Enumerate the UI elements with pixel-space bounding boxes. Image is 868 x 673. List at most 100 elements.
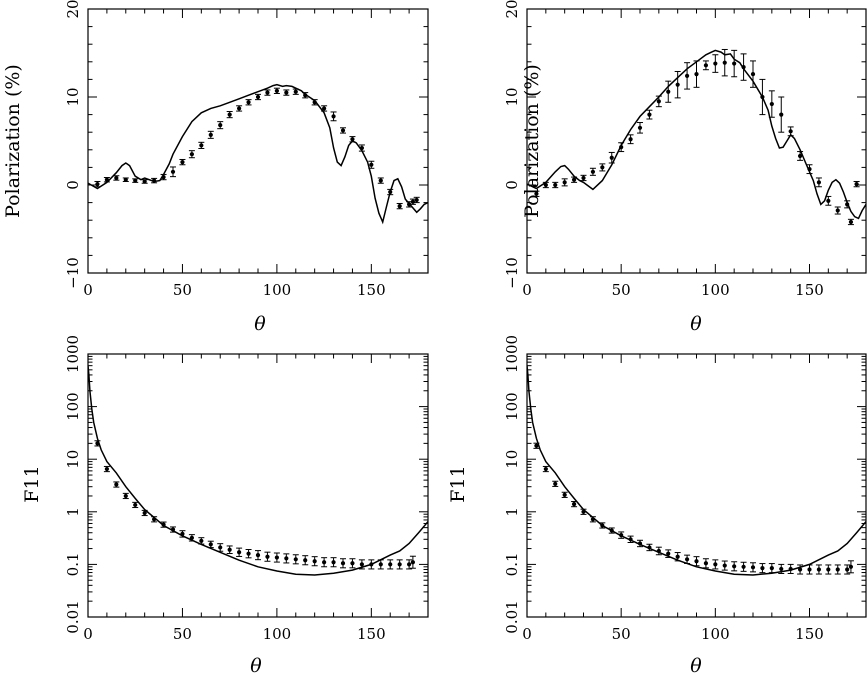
data-point xyxy=(581,509,586,514)
data-point xyxy=(189,152,194,157)
x-tick-label: 0 xyxy=(83,625,93,643)
y-tick-label: 1000 xyxy=(64,335,82,373)
data-point xyxy=(218,123,223,128)
data-point xyxy=(322,560,327,565)
data-point xyxy=(703,63,709,68)
x-tick-label: 150 xyxy=(357,625,386,643)
data-point xyxy=(340,128,346,133)
data-point xyxy=(543,466,548,472)
panel-f11-right: 0 50 100 150 0.01 0.1 1 10 100 1000 θ F11 xyxy=(447,335,867,673)
model-curve xyxy=(88,365,428,576)
data-point xyxy=(854,182,859,187)
data-point xyxy=(407,202,412,207)
y-tick-label: 20 xyxy=(503,0,521,19)
y-tick-label: 10 xyxy=(64,87,82,106)
data-point xyxy=(722,563,727,568)
data-point xyxy=(816,180,822,185)
x-tick-label: 150 xyxy=(795,281,824,299)
data-point xyxy=(816,567,822,572)
data-point xyxy=(647,545,652,550)
data-point xyxy=(227,547,232,552)
data-point xyxy=(284,90,289,95)
data-point xyxy=(675,82,680,87)
data-point xyxy=(835,567,840,572)
y-tick-label: 0.1 xyxy=(503,552,521,576)
data-point xyxy=(359,562,364,567)
data-point xyxy=(797,567,803,572)
data-point xyxy=(114,482,119,487)
y-tick-label: −10 xyxy=(64,257,82,289)
data-point xyxy=(562,180,567,185)
data-point xyxy=(848,564,854,569)
x-tick-label: 50 xyxy=(173,625,192,643)
data-point xyxy=(410,560,415,565)
data-point xyxy=(666,89,671,94)
data-point xyxy=(779,566,784,572)
y-tick-label: 20 xyxy=(64,0,82,19)
data-point xyxy=(378,178,383,183)
data-point xyxy=(123,177,128,182)
data-point xyxy=(152,517,157,522)
data-point xyxy=(378,562,383,567)
x-tick-label: 0 xyxy=(83,281,93,299)
data-point xyxy=(703,561,709,566)
data-point xyxy=(713,562,718,567)
data-point xyxy=(571,177,577,182)
y-tick-label: 10 xyxy=(503,87,521,106)
y-tick-label: 1 xyxy=(64,507,82,517)
data-point xyxy=(152,178,157,183)
data-point xyxy=(410,199,415,204)
data-point xyxy=(741,64,746,70)
data-point xyxy=(104,466,109,472)
data-point xyxy=(312,559,317,564)
data-point xyxy=(684,73,690,78)
data-point xyxy=(312,100,317,105)
data-point xyxy=(255,553,261,558)
data-point xyxy=(388,562,393,567)
x-axis-label: θ xyxy=(690,655,702,673)
data-point xyxy=(246,551,251,556)
x-tick-label: 100 xyxy=(701,625,730,643)
y-axis-label: Polarization (%) xyxy=(521,64,543,218)
data-point xyxy=(388,189,393,195)
data-point xyxy=(647,112,652,117)
data-point xyxy=(848,219,854,225)
data-point xyxy=(797,153,803,159)
data-point xyxy=(218,545,223,550)
data-point xyxy=(675,554,680,559)
y-tick-label: 1 xyxy=(503,507,521,517)
data-point xyxy=(750,565,756,570)
x-tick-label: 50 xyxy=(612,625,631,643)
data-point xyxy=(826,567,831,572)
data-point xyxy=(694,72,699,77)
data-point xyxy=(750,72,756,77)
data-point xyxy=(180,531,185,537)
data-point xyxy=(350,561,355,566)
data-point xyxy=(769,101,774,107)
data-point xyxy=(397,204,402,209)
data-point xyxy=(619,533,624,538)
data-point xyxy=(656,99,661,104)
y-tick-label: −10 xyxy=(503,257,521,289)
data-point xyxy=(534,191,539,196)
data-point xyxy=(543,182,548,188)
data-point xyxy=(265,554,270,559)
plot-area: 0 50 100 150 0.01 0.1 1 10 100 1000 xyxy=(503,335,867,643)
data-point xyxy=(732,564,737,569)
plot-frame xyxy=(87,8,429,274)
data-point xyxy=(769,566,774,571)
data-point xyxy=(788,566,793,572)
data-point xyxy=(265,90,270,95)
data-point xyxy=(133,178,138,183)
data-point xyxy=(369,562,374,567)
data-point xyxy=(340,561,346,566)
data-point xyxy=(713,61,718,66)
data-point xyxy=(845,202,850,207)
data-point xyxy=(826,198,831,203)
data-point xyxy=(293,557,298,562)
data-point xyxy=(553,481,558,486)
